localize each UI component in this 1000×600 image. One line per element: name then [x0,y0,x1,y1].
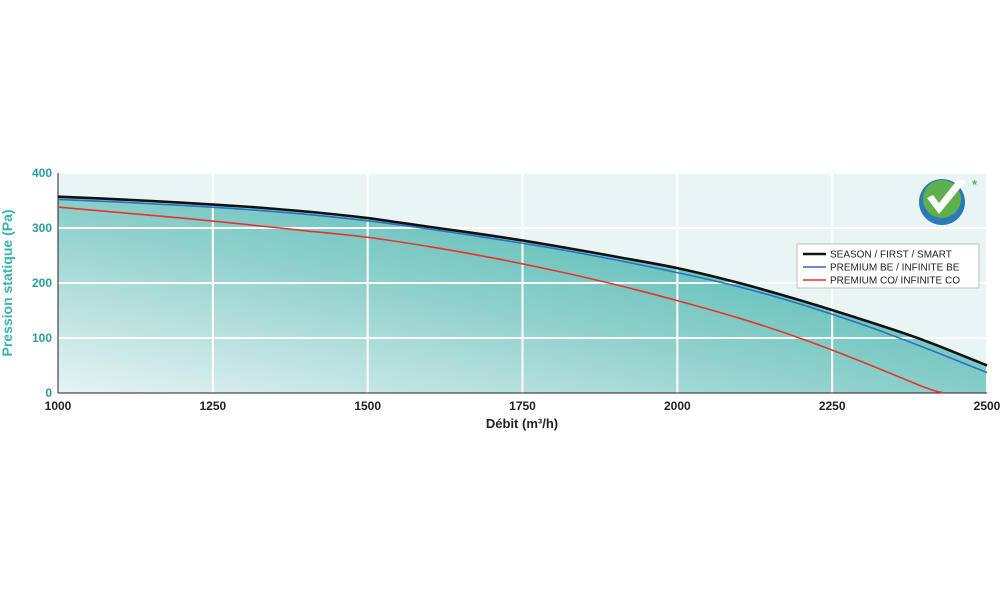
y-axis-title: Pression statique (Pa) [0,209,15,356]
x-tick-label: 1250 [199,399,226,413]
series-layer [57,195,988,394]
legend: SEASON / FIRST / SMART PREMIUM BE / INFIN… [796,243,980,289]
legend-label-2: PREMIUM BE / INFINITE BE [830,263,960,274]
y-tick-label: 300 [32,221,52,235]
x-tick-label: 2250 [819,399,846,413]
x-tick-label: 1500 [354,399,381,413]
grid-layer [57,172,988,394]
legend-entries: SEASON / FIRST / SMART PREMIUM BE / INFIN… [803,250,960,287]
legend-label-1: SEASON / FIRST / SMART [830,250,952,261]
series-line-3 [57,206,944,394]
checkmark-certification-logo: * [919,177,978,225]
legend-label-3: PREMIUM CO/ INFINITE CO [830,276,960,287]
x-tick-label: 2500 [974,399,1000,413]
checkmark-icon [927,179,966,214]
y-tick-label: 400 [32,166,52,180]
x-tick-label: 1000 [45,399,72,413]
series-line-2 [57,198,988,374]
series-line-1 [57,195,988,367]
y-tick-label: 0 [45,386,52,400]
tick-layer: 1000 1250 1500 1750 2000 2250 2500 0 100 200 300 40… [32,166,1000,413]
x-tick-label: 2000 [664,399,691,413]
y-tick-label: 100 [32,331,52,345]
legend-box [796,243,980,289]
y-tick-label: 200 [32,276,52,290]
x-axis-title: Débit (m³/h) [486,416,558,431]
x-tick-label: 1750 [509,399,536,413]
logo-asterisk: * [972,177,978,192]
